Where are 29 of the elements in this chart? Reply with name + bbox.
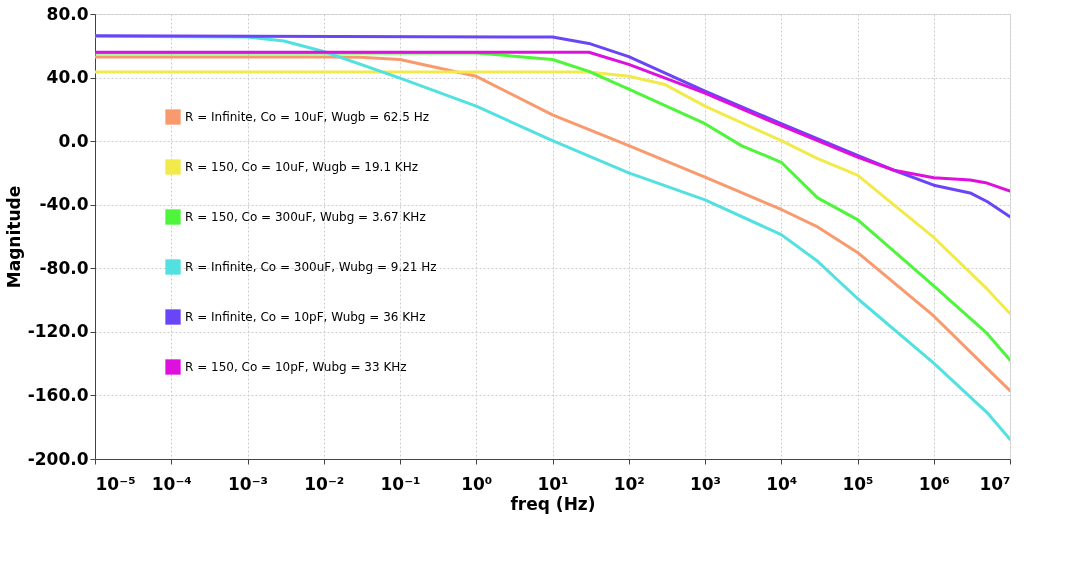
legend-label: R = 150, Co = 10uF, Wugb = 19.1 KHz xyxy=(185,160,419,174)
legend-label: R = 150, Co = 300uF, Wubg = 3.67 KHz xyxy=(185,210,426,224)
y-tick-label: -200.0 xyxy=(27,448,89,469)
x-tick-label: 10⁻⁴ xyxy=(151,473,192,494)
x-tick-label: 10¹ xyxy=(537,473,569,494)
y-tick-label: 80.0 xyxy=(46,3,89,24)
x-tick-label: 10⁴ xyxy=(766,473,798,494)
x-tick-label: 10⁻² xyxy=(304,473,345,494)
legend-label: R = Infinite, Co = 10pF, Wubg = 36 KHz xyxy=(185,310,426,324)
y-tick-label: -40.0 xyxy=(39,194,89,215)
x-tick-label: 10⁶ xyxy=(918,473,950,494)
y-tick-label: -120.0 xyxy=(27,321,89,342)
legend-label: R = 150, Co = 10pF, Wubg = 33 KHz xyxy=(185,360,407,374)
legend-label: R = Infinite, Co = 300uF, Wubg = 9.21 Hz xyxy=(185,260,437,274)
x-tick-label: 10⁻³ xyxy=(227,473,269,494)
x-tick-label: 10⁷ xyxy=(979,473,1011,494)
x-tick-label: 10⁻⁵ xyxy=(95,473,136,494)
x-tick-label: 10² xyxy=(613,473,645,494)
y-tick-label: 0.0 xyxy=(58,130,89,151)
y-tick-label: 40.0 xyxy=(46,67,89,88)
x-tick-label: 10⁰ xyxy=(461,473,493,494)
legend-label: R = Infinite, Co = 10uF, Wugb = 62.5 Hz xyxy=(185,110,430,124)
x-tick-label: 10⁵ xyxy=(842,473,874,494)
y-tick-label: -160.0 xyxy=(27,384,89,405)
y-tick-label: -80.0 xyxy=(39,257,89,278)
x-axis-title: freq (Hz) xyxy=(510,493,596,514)
y-axis-title: Magnitude xyxy=(3,185,24,289)
x-tick-label: 10⁻¹ xyxy=(380,473,421,494)
x-tick-label: 10³ xyxy=(689,473,722,494)
